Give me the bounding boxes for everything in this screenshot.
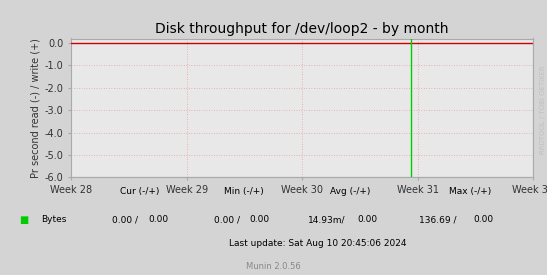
Text: Last update: Sat Aug 10 20:45:06 2024: Last update: Sat Aug 10 20:45:06 2024 <box>229 239 406 248</box>
Text: Avg (-/+): Avg (-/+) <box>330 187 370 196</box>
Text: Min (-/+): Min (-/+) <box>224 187 263 196</box>
Text: 0.00 /: 0.00 / <box>112 216 138 224</box>
Text: Bytes: Bytes <box>41 216 66 224</box>
Text: 136.69 /: 136.69 / <box>419 216 456 224</box>
Text: Cur (-/+): Cur (-/+) <box>120 187 159 196</box>
Text: 0.00 /: 0.00 / <box>214 216 240 224</box>
Text: 14.93m/: 14.93m/ <box>309 216 346 224</box>
Title: Disk throughput for /dev/loop2 - by month: Disk throughput for /dev/loop2 - by mont… <box>155 22 449 36</box>
Text: Munin 2.0.56: Munin 2.0.56 <box>246 262 301 271</box>
Text: 0.00: 0.00 <box>149 216 168 224</box>
Text: RRDTOOL / TOBI OETIKER: RRDTOOL / TOBI OETIKER <box>540 66 546 154</box>
Text: ■: ■ <box>19 215 28 225</box>
Text: 0.00: 0.00 <box>358 216 377 224</box>
Text: 0.00: 0.00 <box>250 216 270 224</box>
Y-axis label: Pr second read (-) / write (+): Pr second read (-) / write (+) <box>31 38 40 178</box>
Text: Max (-/+): Max (-/+) <box>449 187 492 196</box>
Text: 0.00: 0.00 <box>473 216 493 224</box>
